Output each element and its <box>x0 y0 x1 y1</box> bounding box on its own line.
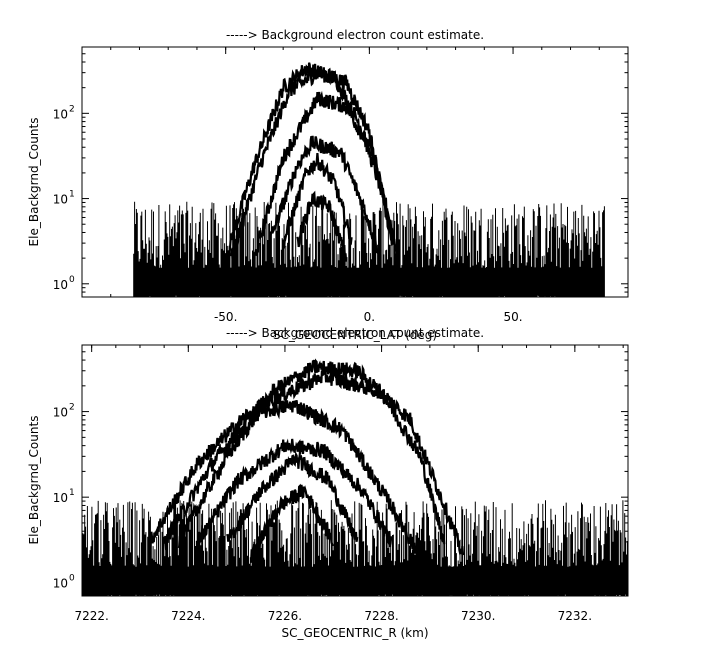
y-tick-exponent-2-3: 2 <box>69 403 75 413</box>
y-tick-exponent-1-2: 1 <box>69 190 75 200</box>
x-tick-label-2-3: 7226. <box>268 609 302 623</box>
chart-1-title: -----> Background electron count estimat… <box>226 28 484 42</box>
series-line-1-3 <box>253 90 393 257</box>
series-line-2-5 <box>225 451 359 542</box>
axes-frame-2 <box>81 344 629 597</box>
y-tick-label-2-3: 10 <box>53 406 68 420</box>
y-tick-label-1-3: 10 <box>53 107 68 121</box>
chart-1-y-label: Ele_Backgrnd_Counts <box>27 118 41 247</box>
axes-frame-1 <box>81 46 629 298</box>
x-tick-label-2-2: 7224. <box>171 609 205 623</box>
series-line-1-2 <box>230 66 394 260</box>
y-tick-label-2-1: 10 <box>53 577 68 591</box>
chart-panel-1: -----> Background electron count estimat… <box>27 28 629 342</box>
x-tick-label-2-6: 7232. <box>558 609 592 623</box>
chart-panel-2: -----> Background electron count estimat… <box>27 326 629 640</box>
series-line-2-4 <box>196 438 393 548</box>
chart-2-x-label: SC_GEOCENTRIC_R (km) <box>282 626 429 640</box>
y-tick-label-2-2: 10 <box>53 491 68 505</box>
x-tick-label-1-1: -50. <box>214 310 237 324</box>
x-tick-label-1-2: 0. <box>364 310 375 324</box>
noise-band-1 <box>133 201 605 297</box>
y-tick-exponent-1-1: 0 <box>69 275 75 285</box>
y-tick-exponent-2-1: 0 <box>69 574 75 584</box>
chart-1-series-group <box>133 62 605 297</box>
x-tick-label-2-5: 7230. <box>461 609 495 623</box>
y-tick-label-1-2: 10 <box>53 193 68 207</box>
series-line-2-3 <box>148 399 421 564</box>
series-line-1-6 <box>296 190 348 262</box>
x-tick-label-2-1: 7222. <box>74 609 108 623</box>
chart-2-title: -----> Background electron count estimat… <box>226 326 484 340</box>
series-line-1-5 <box>282 153 353 249</box>
y-tick-exponent-1-3: 2 <box>69 104 75 114</box>
series-line-1-4 <box>268 135 382 260</box>
noise-band-2 <box>82 500 628 596</box>
chart-2-y-label: Ele_Backgrnd_Counts <box>27 416 41 545</box>
series-line-2-2 <box>163 365 446 551</box>
chart-2-series-group <box>82 358 628 596</box>
series-line-2-6 <box>250 483 334 563</box>
chart-1-x-label: SC_GEOCENTRIC_LAT (deg) <box>273 328 437 342</box>
x-tick-label-2-4: 7228. <box>364 609 398 623</box>
x-tick-label-1-3: 50. <box>504 310 523 324</box>
y-tick-label-1-1: 10 <box>53 278 68 292</box>
series-line-1-1 <box>224 62 399 263</box>
y-tick-exponent-2-2: 1 <box>69 488 75 498</box>
